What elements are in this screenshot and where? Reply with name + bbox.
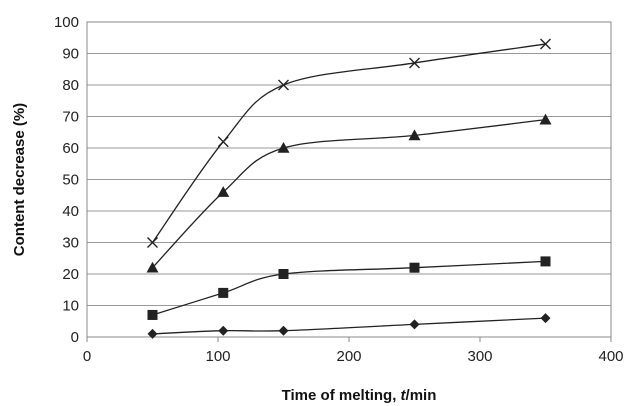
y-tick-label: 20 xyxy=(62,266,79,283)
x-tick-label: 100 xyxy=(205,348,230,365)
series-square xyxy=(147,256,551,320)
data-point xyxy=(409,319,420,330)
y-tick-labels: 0 10 20 30 40 50 60 70 80 90 100 xyxy=(54,14,79,346)
y-tick-label: 60 xyxy=(62,140,79,157)
x-axis-title-unit: /min xyxy=(406,387,437,404)
x-tick-label: 400 xyxy=(598,348,623,365)
data-point xyxy=(278,325,289,336)
data-series xyxy=(146,38,552,339)
data-point xyxy=(146,261,159,273)
series-line xyxy=(152,260,546,316)
data-point xyxy=(147,328,158,339)
x-tick-label: 300 xyxy=(467,348,492,365)
data-point xyxy=(540,256,551,267)
y-tick-label: 50 xyxy=(62,172,79,189)
data-point xyxy=(217,136,229,148)
x-axis-title-prefix: Time of melting, xyxy=(282,387,401,404)
y-tick-label: 80 xyxy=(62,77,79,94)
data-point xyxy=(277,142,290,153)
data-point xyxy=(147,309,158,320)
y-tick-label: 0 xyxy=(71,329,79,346)
data-point xyxy=(409,57,420,69)
y-tick-label: 100 xyxy=(54,14,79,31)
y-tick-label: 30 xyxy=(62,235,79,252)
series-diamond xyxy=(147,313,551,339)
data-point xyxy=(278,79,289,91)
data-point xyxy=(217,186,230,197)
x-tick-label: 200 xyxy=(336,348,361,365)
x-axis-title-variable: t xyxy=(401,387,407,404)
series-cross xyxy=(147,38,551,248)
data-point xyxy=(147,237,158,248)
series-line xyxy=(151,43,546,243)
y-tick-label: 10 xyxy=(62,298,79,315)
data-point xyxy=(540,38,551,50)
x-tick-label: 0 xyxy=(83,348,91,365)
y-axis-title: Content decrease (%) xyxy=(11,103,28,256)
x-axis-title: Time of melting, t/min xyxy=(282,387,437,404)
data-point xyxy=(408,129,421,141)
series-triangle xyxy=(146,113,552,273)
data-point xyxy=(218,325,229,336)
series-line xyxy=(152,317,546,335)
data-point xyxy=(409,262,420,273)
data-point xyxy=(539,113,552,125)
data-point xyxy=(278,269,289,279)
data-point xyxy=(218,287,229,298)
y-tick-label: 70 xyxy=(62,109,79,126)
y-tick-label: 40 xyxy=(62,203,79,220)
series-line xyxy=(152,119,546,269)
y-tick-label: 90 xyxy=(62,46,79,63)
x-tick-labels: 0 100 200 300 400 xyxy=(83,337,624,365)
gridlines xyxy=(87,21,611,338)
data-point xyxy=(540,313,551,324)
